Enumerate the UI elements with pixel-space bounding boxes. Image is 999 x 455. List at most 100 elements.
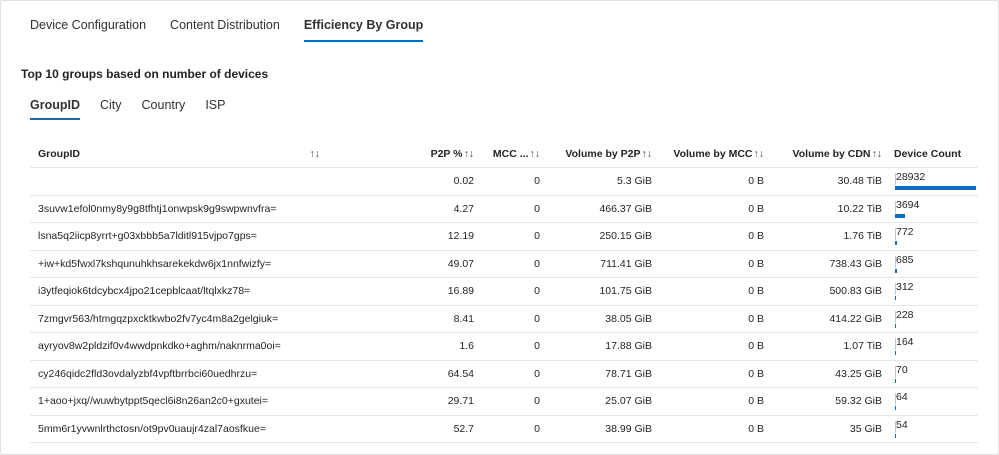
subtab-groupid[interactable]: GroupID xyxy=(30,98,80,120)
efficiency-table: GroupID ↑↓ P2P % ↑↓ MCC ... ↑↓ Volume by P… xyxy=(30,141,978,443)
cell-mcc: 0 xyxy=(534,257,540,270)
cell-volume-by-mcc: 0 B xyxy=(748,422,764,435)
device-count-value: 772 xyxy=(896,226,914,238)
sort-icon: ↑↓ xyxy=(529,148,541,160)
cell-groupid: i3ytfeqiok6tdcybcx4jpo21cepblcaat/ltqlxk… xyxy=(38,285,251,298)
cell-p2p-percent: 4.27 xyxy=(453,202,474,215)
cell-volume-by-p2p: 38.99 GiB xyxy=(605,422,652,435)
cell-groupid: 3suvw1efol0nmy8y9g8tfhtj1onwpsk9g9swpwnv… xyxy=(38,202,277,215)
header-p2p-percent[interactable]: P2P % ↑↓ xyxy=(382,141,474,167)
section-title: Top 10 groups based on number of devices xyxy=(21,67,269,81)
header-vmcc-label: Volume by MCC xyxy=(673,148,753,160)
cell-volume-by-p2p: 25.07 GiB xyxy=(605,395,652,408)
device-count-bar-cell: 28932 xyxy=(894,168,978,195)
sort-icon: ↑↓ xyxy=(871,148,883,160)
header-device-count[interactable]: Device Count xyxy=(894,148,962,160)
header-groupid-label: GroupID xyxy=(38,148,80,160)
sort-icon: ↑↓ xyxy=(463,148,475,160)
cell-mcc: 0 xyxy=(534,202,540,215)
cell-volume-by-cdn: 1.76 TiB xyxy=(843,230,882,243)
table-row[interactable]: 1+aoo+jxq//wuwbytppt5qecl6i8n26an2c0+gxu… xyxy=(30,388,978,416)
cell-device-count: 54 xyxy=(894,416,978,443)
cell-p2p-percent: 12.19 xyxy=(447,230,474,243)
table-row[interactable]: lsna5q2iicp8yrrt+g03xbbb5a7lditl915vjpo7… xyxy=(30,223,978,251)
subtab-isp[interactable]: ISP xyxy=(205,98,226,112)
header-mcc[interactable]: MCC ... ↑↓ xyxy=(482,141,540,167)
table-row[interactable]: 7zmgvr563/htmgqzpxcktkwbo2fv7yc4m8a2gelg… xyxy=(30,306,978,333)
device-count-bar-cell: 54 xyxy=(894,416,978,443)
device-count-bar xyxy=(895,186,976,190)
cell-p2p-percent: 1.6 xyxy=(459,340,474,353)
cell-mcc: 0 xyxy=(534,340,540,353)
cell-mcc: 0 xyxy=(534,175,540,188)
table-header-row: GroupID ↑↓ P2P % ↑↓ MCC ... ↑↓ Volume by P… xyxy=(30,141,978,168)
device-count-bar xyxy=(895,433,896,438)
subtab-country[interactable]: Country xyxy=(141,98,186,112)
table-row[interactable]: +iw+kd5fwxl7kshqunuhkhsarekekdw6jx1nnfwi… xyxy=(30,251,978,278)
header-groupid[interactable]: GroupID xyxy=(38,141,338,167)
cell-volume-by-cdn: 738.43 GiB xyxy=(829,257,882,270)
table-row[interactable]: i3ytfeqiok6tdcybcx4jpo21cepblcaat/ltqlxk… xyxy=(30,278,978,306)
cell-p2p-percent: 49.07 xyxy=(447,257,474,270)
device-count-value: 685 xyxy=(896,253,914,266)
device-count-axis xyxy=(895,228,896,240)
cell-volume-by-p2p: 101.75 GiB xyxy=(599,285,652,298)
device-count-bar xyxy=(895,351,896,355)
cell-device-count: 312 xyxy=(894,278,978,305)
sort-groupid-icon[interactable]: ↑↓ xyxy=(309,148,321,160)
table-row[interactable]: ayryov8w2pldzif0v4wwdpnkdko+aghm/naknrma… xyxy=(30,333,978,361)
cell-device-count: 70 xyxy=(894,361,978,388)
cell-groupid: 1+aoo+jxq//wuwbytppt5qecl6i8n26an2c0+gxu… xyxy=(38,395,269,408)
device-count-bar xyxy=(895,378,896,383)
table-body: 0.02 0 5.3 GiB 0 B 30.48 TiB 28932 3suvw1efol0… xyxy=(30,168,978,443)
tab-content-distribution[interactable]: Content Distribution xyxy=(170,18,280,32)
cell-volume-by-mcc: 0 B xyxy=(748,285,764,298)
table-row[interactable]: 0.02 0 5.3 GiB 0 B 30.48 TiB 28932 xyxy=(30,168,978,196)
header-volume-by-p2p[interactable]: Volume by P2P ↑↓ xyxy=(550,141,652,167)
header-p2p-label: P2P % xyxy=(430,148,463,160)
device-count-value: 70 xyxy=(896,363,908,376)
header-volume-by-cdn[interactable]: Volume by CDN ↑↓ xyxy=(774,141,882,167)
cell-device-count: 228 xyxy=(894,306,978,333)
cell-p2p-percent: 29.71 xyxy=(447,395,474,408)
tab-device-configuration[interactable]: Device Configuration xyxy=(30,18,147,32)
cell-p2p-percent: 64.54 xyxy=(447,367,474,380)
cell-groupid: 7zmgvr563/htmgqzpxcktkwbo2fv7yc4m8a2gelg… xyxy=(38,312,279,325)
cell-volume-by-p2p: 250.15 GiB xyxy=(599,230,652,243)
cell-volume-by-p2p: 711.41 GiB xyxy=(600,257,652,270)
cell-groupid xyxy=(38,168,338,195)
cell-groupid: +iw+kd5fwxl7kshqunuhkhsarekekdw6jx1nnfwi… xyxy=(38,257,272,270)
device-count-bar-cell: 772 xyxy=(894,223,978,250)
cell-groupid: 5mm6r1yvwnlrthctosn/ot9pv0uaujr4zal7aosf… xyxy=(38,422,266,435)
device-count-axis xyxy=(895,173,896,185)
top-tab-bar: Device Configuration Content Distributio… xyxy=(30,18,424,42)
device-count-bar-cell: 685 xyxy=(894,251,978,278)
table-row[interactable]: cy246qidc2fld3ovdalyzbf4vpftbrrbci60uedh… xyxy=(30,361,978,388)
device-count-axis xyxy=(895,338,896,350)
cell-volume-by-p2p: 466.37 GiB xyxy=(599,202,652,215)
tab-efficiency-by-group[interactable]: Efficiency By Group xyxy=(303,18,424,42)
subtab-city[interactable]: City xyxy=(100,98,122,112)
cell-mcc: 0 xyxy=(534,395,540,408)
table-row[interactable]: 5mm6r1yvwnlrthctosn/ot9pv0uaujr4zal7aosf… xyxy=(30,416,978,443)
device-count-bar-cell: 70 xyxy=(894,361,978,388)
header-vcdn-label: Volume by CDN xyxy=(792,148,871,160)
cell-volume-by-mcc: 0 B xyxy=(748,340,764,353)
sort-icon: ↑↓ xyxy=(641,148,653,160)
cell-device-count: 28932 xyxy=(894,168,978,195)
cell-volume-by-cdn: 414.22 GiB xyxy=(829,312,882,325)
cell-mcc: 0 xyxy=(534,230,540,243)
cell-device-count: 3694 xyxy=(894,196,978,223)
cell-volume-by-mcc: 0 B xyxy=(748,175,764,188)
header-volume-by-mcc[interactable]: Volume by MCC ↑↓ xyxy=(660,141,764,167)
cell-mcc: 0 xyxy=(534,312,540,325)
device-count-axis xyxy=(895,255,896,268)
device-count-axis xyxy=(895,393,896,405)
cell-volume-by-cdn: 59.32 GiB xyxy=(835,395,882,408)
device-count-axis xyxy=(895,310,896,323)
cell-device-count: 685 xyxy=(894,251,978,278)
table-row[interactable]: 3suvw1efol0nmy8y9g8tfhtj1onwpsk9g9swpwnv… xyxy=(30,196,978,223)
cell-p2p-percent: 0.02 xyxy=(453,175,474,188)
cell-groupid: ayryov8w2pldzif0v4wwdpnkdko+aghm/naknrma… xyxy=(38,340,281,353)
cell-mcc: 0 xyxy=(534,422,540,435)
